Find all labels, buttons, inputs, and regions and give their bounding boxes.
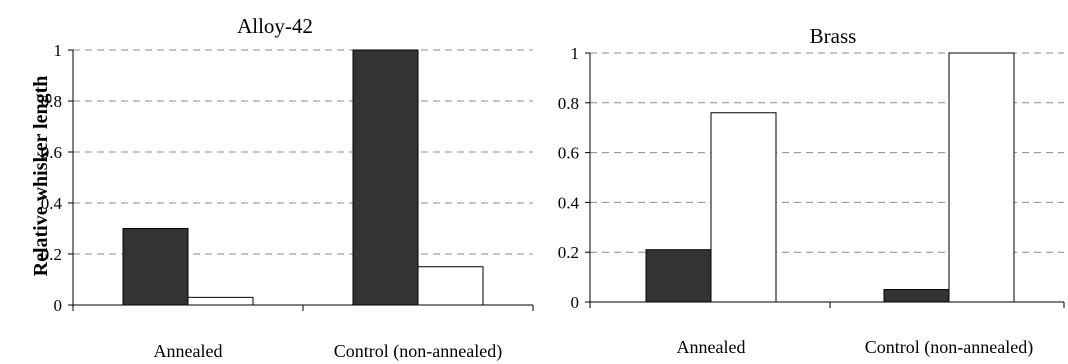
- chart-brass-y-tick-label: 0.2: [558, 243, 579, 262]
- chart-alloy-42-bar: [417, 266, 484, 306]
- chart-alloy-42-bar: [122, 228, 189, 306]
- chart-alloy-42-bar: [352, 49, 419, 306]
- chart-brass-bar: [948, 52, 1015, 303]
- chart-alloy-42-ticks: 0 0.2 0.4 0.6 0.8 1: [41, 41, 534, 315]
- chart-alloy-42-title: Alloy-42: [237, 14, 313, 38]
- chart-alloy-42-y-tick-label: 0.6: [41, 143, 62, 162]
- chart-brass-y-tick-label: 0.4: [558, 193, 580, 212]
- chart-alloy-42-y-tick-label: 0.2: [41, 245, 62, 264]
- chart-brass-ticks: 0 0.2 0.4 0.6 0.8 1: [558, 44, 1065, 312]
- chart-alloy-42-y-axis-label: Relative whisker length: [30, 76, 52, 277]
- chart-alloy-42-category-label: Control (non-annealed): [334, 341, 502, 362]
- chart-brass: 0 0.2 0.4 0.6 0.8 1 Annealed Control (non-anne…: [558, 24, 1065, 358]
- chart-alloy-42-gridlines: [73, 49, 533, 255]
- chart-brass-bars: [645, 52, 1015, 303]
- chart-brass-y-tick-label: 0.6: [558, 144, 579, 163]
- chart-alloy-42-categories: Annealed Control (non-annealed): [154, 341, 503, 362]
- chart-brass-axes: [589, 53, 1064, 303]
- chart-alloy-42-y-tick-label: 0.4: [41, 194, 63, 213]
- chart-brass-categories: Annealed Control (non-annealed): [677, 337, 1034, 358]
- chart-alloy-42-y-tick-label: 1: [54, 41, 63, 60]
- chart-brass-category-label: Annealed: [677, 337, 746, 357]
- chart-alloy-42: 0 0.2 0.4 0.6 0.8 1 Annealed Control (non-anne…: [30, 14, 534, 362]
- chart-brass-y-tick-label: 0.8: [558, 94, 579, 113]
- chart-alloy-42-bar: [187, 296, 254, 306]
- chart-brass-bar: [710, 112, 777, 303]
- chart-alloy-42-bars: [122, 49, 484, 306]
- chart-alloy-42-y-tick-label: 0: [54, 296, 63, 315]
- chart-alloy-42-y-tick-label: 0.8: [41, 92, 62, 111]
- chart-brass-y-tick-label: 1: [571, 44, 580, 63]
- chart-alloy-42-category-label: Annealed: [154, 341, 223, 361]
- chart-brass-bar: [883, 289, 950, 303]
- chart-brass-bar: [645, 249, 712, 303]
- chart-brass-title: Brass: [810, 24, 857, 48]
- chart-brass-category-label: Control (non-annealed): [865, 337, 1033, 358]
- chart-brass-y-tick-label: 0: [571, 293, 580, 312]
